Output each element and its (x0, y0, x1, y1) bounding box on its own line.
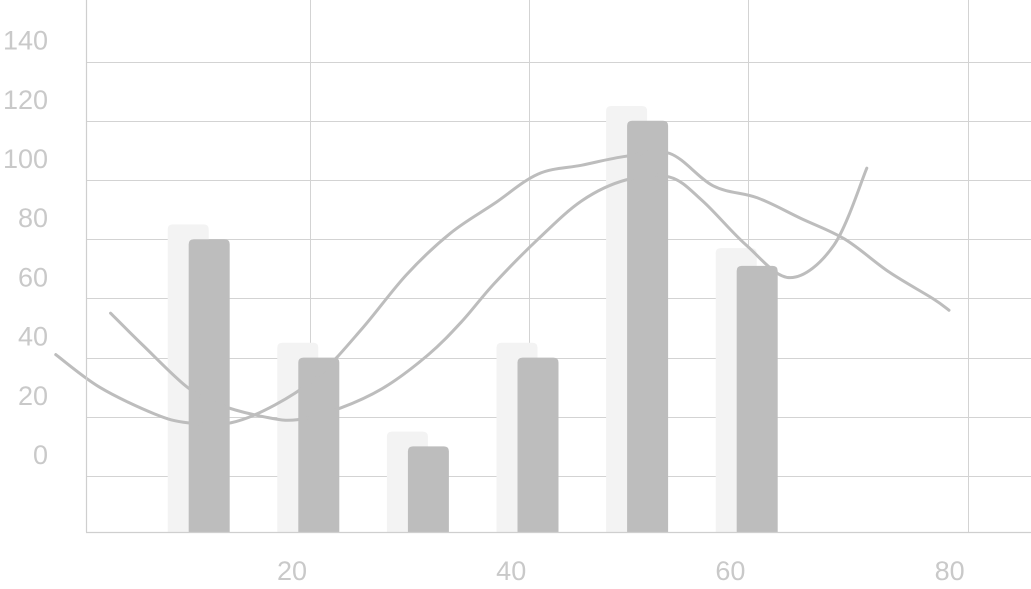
foreground-bars (188, 120, 778, 533)
y-tick-label: 20 (18, 381, 48, 411)
x-tick-label: 80 (935, 556, 965, 586)
y-tick-label: 80 (18, 203, 48, 233)
line-series-curve (54, 149, 951, 426)
foreground-bar (407, 446, 449, 533)
y-tick-label: 120 (3, 85, 48, 115)
foreground-bar (627, 120, 669, 533)
foreground-bar (298, 357, 340, 533)
x-tick-label: 40 (496, 556, 526, 586)
line-series-curve (109, 166, 869, 422)
y-tick-label: 40 (18, 322, 48, 352)
y-tick-label: 100 (3, 144, 48, 174)
y-tick-label: 140 (3, 26, 48, 56)
foreground-bar (188, 239, 230, 533)
y-tick-label: 60 (18, 262, 48, 292)
y-tick-label: 0 (33, 440, 48, 470)
axis-layer (85, 0, 1031, 534)
foreground-bar (517, 357, 559, 533)
foreground-bar (736, 265, 778, 533)
tick-labels: 0 20 40 60 80 100 120 140 20 40 60 80 (3, 26, 965, 586)
x-tick-label: 20 (277, 556, 307, 586)
line-series (54, 149, 951, 426)
grid-layer (86, 0, 1031, 533)
x-tick-label: 60 (715, 556, 745, 586)
